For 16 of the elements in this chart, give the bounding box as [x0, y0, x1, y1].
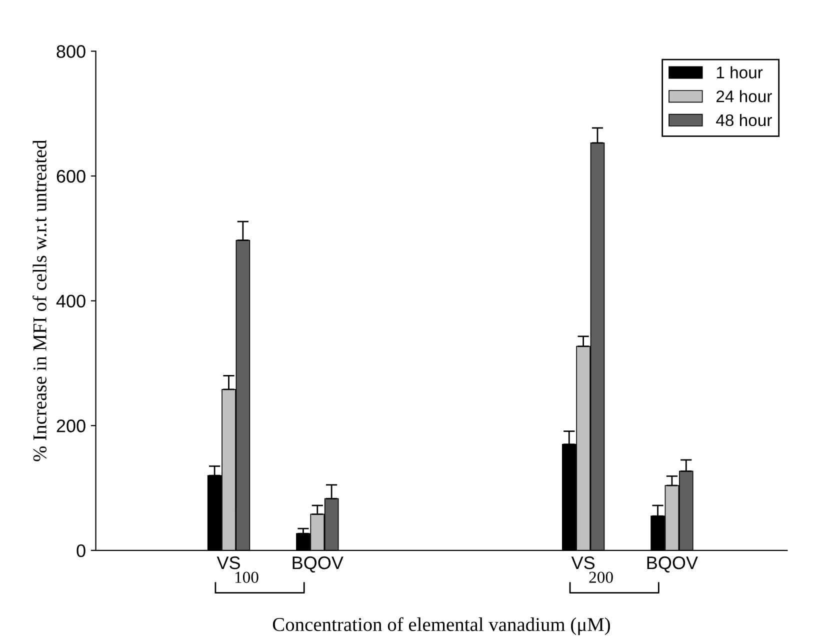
y-axis-title: % Increase in MFI of cells w.r.t untreated	[32, 140, 47, 462]
text: 200	[589, 572, 613, 583]
legend-label: 48 hour	[716, 114, 772, 126]
y-tick-label: 600	[56, 170, 86, 183]
x-tick-label: VS	[571, 556, 595, 570]
x-tick-label: BQOV	[647, 556, 698, 572]
legend-label: 1 hour	[716, 66, 763, 78]
legend-label: 24 hour	[716, 90, 772, 102]
x-tick-label: BQOV	[292, 556, 344, 572]
text: 100	[235, 572, 258, 583]
y-tick-label: 200	[56, 420, 86, 432]
x-tick-label: VS	[216, 556, 240, 570]
y-tick-label: 400	[56, 294, 86, 308]
x-axis-title: Concentration of elemental vanadium (μM)	[272, 617, 610, 636]
y-tick-label: 0	[76, 544, 86, 558]
y-tick-label: 800	[56, 45, 86, 58]
